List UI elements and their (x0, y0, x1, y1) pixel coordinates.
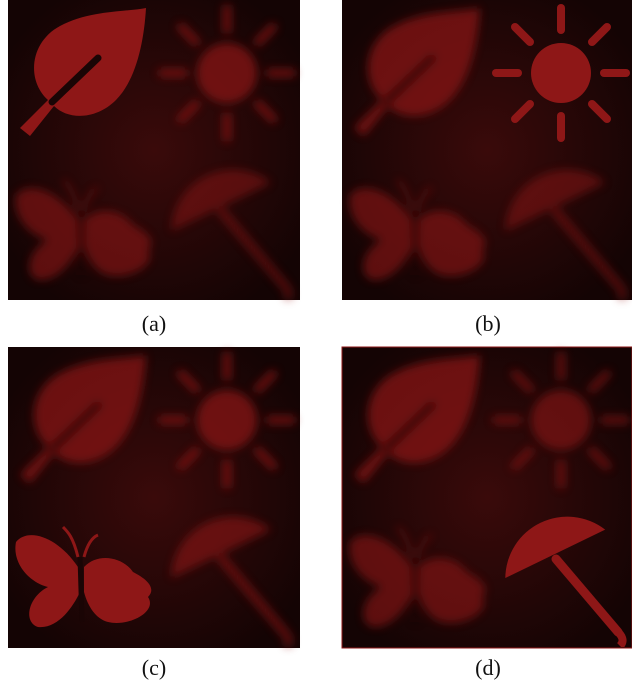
panel-label: (a) (142, 311, 166, 336)
sun (496, 8, 626, 138)
sun (496, 355, 626, 485)
panel-label: (b) (475, 311, 501, 336)
panel-c (8, 347, 300, 648)
panel-label: (c) (142, 655, 166, 680)
sun (162, 355, 292, 485)
figure: (a) (b) (c) (d) (0, 0, 632, 687)
panel-label: (d) (475, 655, 501, 680)
sun (162, 8, 292, 138)
panel-a (8, 0, 300, 300)
panel-b (342, 0, 632, 300)
panel-d (342, 347, 632, 648)
